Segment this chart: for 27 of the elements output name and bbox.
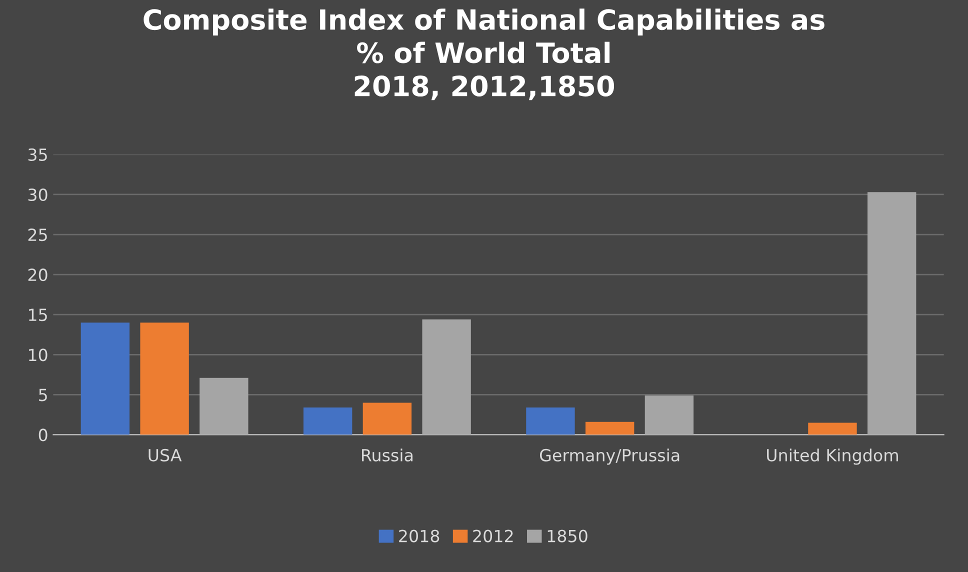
bar [644,395,694,435]
legend-label: 1850 [548,530,588,542]
x-tick-label: United Kingdom [767,448,898,465]
bar [80,322,130,435]
legend-label: 2012 [473,530,513,542]
bar [868,192,916,435]
y-tick-label: 10 [29,348,48,362]
bar [303,407,352,435]
y-tick-label: 30 [28,188,48,202]
x-tick-label: Germany/Prussia [540,448,680,465]
bar [362,402,412,435]
bar [526,407,575,435]
chart-title: Composite Index of National Capabilities as % of World Total 2018, 2012,1850 [144,8,824,100]
bar [422,319,471,435]
bar [586,422,634,435]
y-tick-label: 15 [29,308,47,322]
legend-label: 2018 [399,530,440,542]
y-tick-label: 20 [28,268,48,282]
bar [808,422,857,435]
bar [140,322,189,435]
y-tick-label: 25 [28,228,47,242]
y-tick-label: 5 [39,388,47,402]
y-tick-label: 0 [38,428,48,442]
x-tick-label: Russia [362,448,412,462]
bar [200,378,248,435]
x-tick-label: USA [148,448,182,462]
y-tick-label: 35 [28,148,47,162]
